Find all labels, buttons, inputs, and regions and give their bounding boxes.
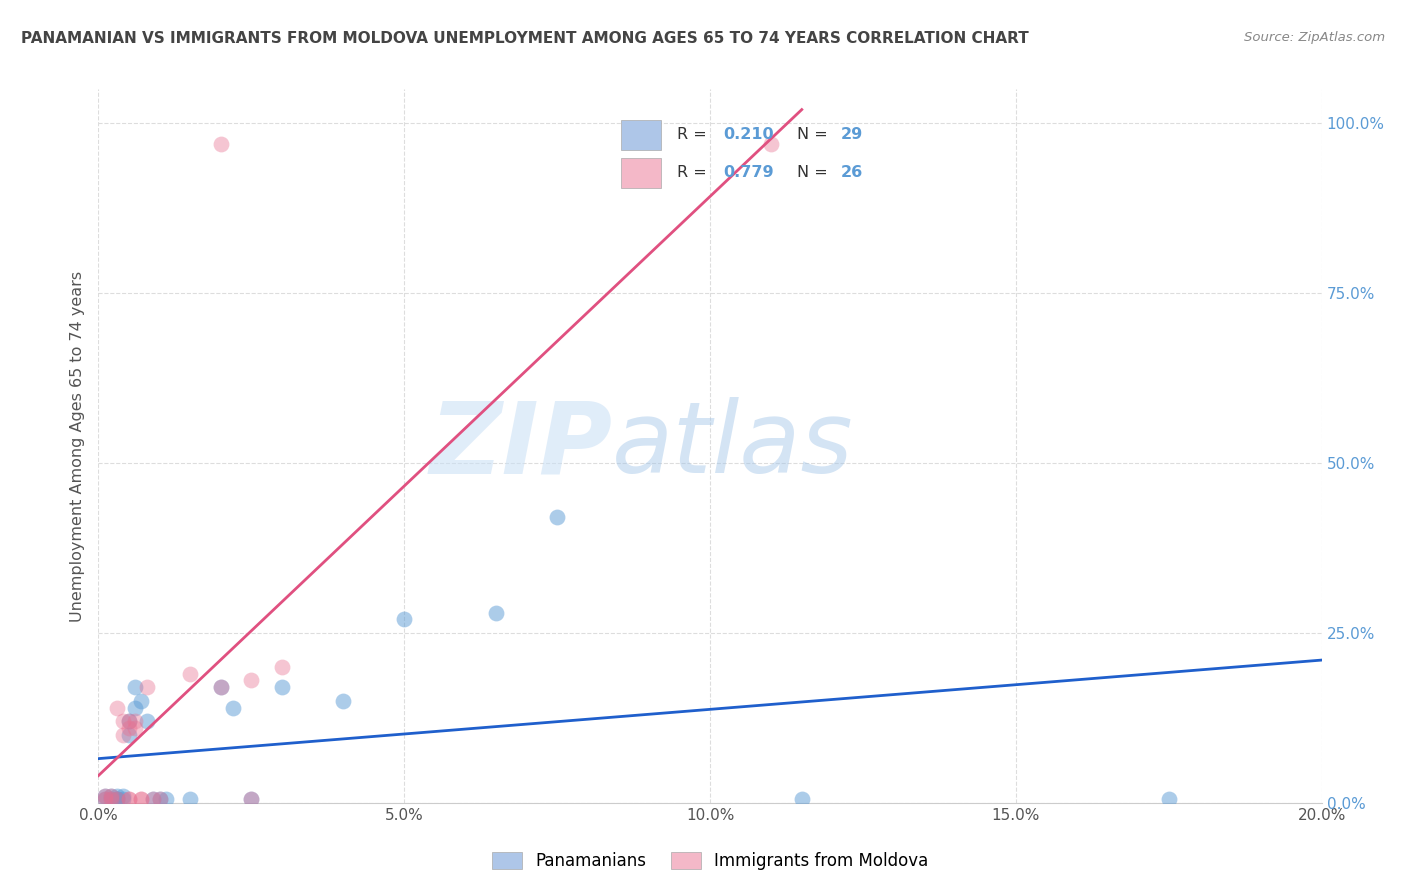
Point — [332, 694, 354, 708]
Point — [93, 789, 115, 803]
Point — [105, 792, 128, 806]
Point — [485, 606, 508, 620]
Point — [149, 792, 172, 806]
Point — [136, 680, 159, 694]
Text: PANAMANIAN VS IMMIGRANTS FROM MOLDOVA UNEMPLOYMENT AMONG AGES 65 TO 74 YEARS COR: PANAMANIAN VS IMMIGRANTS FROM MOLDOVA UN… — [21, 31, 1029, 46]
Point — [546, 510, 568, 524]
Point — [209, 680, 232, 694]
Text: N =: N = — [797, 127, 834, 142]
Point — [118, 792, 141, 806]
Text: 26: 26 — [841, 165, 863, 180]
Point — [179, 792, 201, 806]
FancyBboxPatch shape — [621, 120, 661, 150]
Point — [118, 792, 141, 806]
Point — [100, 789, 122, 803]
Point — [111, 714, 134, 729]
Text: R =: R = — [676, 165, 711, 180]
Legend: Panamanians, Immigrants from Moldova: Panamanians, Immigrants from Moldova — [485, 845, 935, 877]
Point — [100, 792, 122, 806]
Point — [124, 700, 146, 714]
Point — [111, 728, 134, 742]
Point — [240, 673, 263, 688]
Point — [100, 792, 122, 806]
Point — [149, 792, 172, 806]
Text: Source: ZipAtlas.com: Source: ZipAtlas.com — [1244, 31, 1385, 45]
Point — [142, 792, 165, 806]
Point — [136, 714, 159, 729]
Text: 0.210: 0.210 — [723, 127, 773, 142]
Point — [118, 728, 141, 742]
Text: 0.779: 0.779 — [723, 165, 773, 180]
Point — [124, 721, 146, 735]
Point — [93, 792, 115, 806]
Point — [105, 700, 128, 714]
Point — [100, 789, 122, 803]
Point — [118, 721, 141, 735]
Text: 29: 29 — [841, 127, 863, 142]
Point — [270, 680, 292, 694]
Point — [179, 666, 201, 681]
Point — [129, 792, 152, 806]
Point — [93, 792, 115, 806]
Y-axis label: Unemployment Among Ages 65 to 74 years: Unemployment Among Ages 65 to 74 years — [69, 270, 84, 622]
Text: ZIP: ZIP — [429, 398, 612, 494]
Point — [222, 700, 245, 714]
Point — [240, 792, 263, 806]
Text: N =: N = — [797, 165, 834, 180]
Point — [209, 136, 232, 151]
Point — [105, 789, 128, 803]
Point — [105, 792, 128, 806]
Point — [129, 792, 152, 806]
Point — [111, 789, 134, 803]
Point — [759, 136, 782, 151]
Point — [111, 792, 134, 806]
FancyBboxPatch shape — [621, 158, 661, 188]
Point — [1157, 792, 1180, 806]
Point — [270, 660, 292, 674]
Point — [124, 680, 146, 694]
Point — [93, 789, 115, 803]
Point — [155, 792, 177, 806]
Text: R =: R = — [676, 127, 711, 142]
Point — [105, 792, 128, 806]
Point — [118, 714, 141, 729]
Point — [392, 612, 416, 626]
Point — [142, 792, 165, 806]
Point — [118, 714, 141, 729]
Text: atlas: atlas — [612, 398, 853, 494]
Point — [124, 714, 146, 729]
Point — [240, 792, 263, 806]
Point — [209, 680, 232, 694]
Point — [790, 792, 813, 806]
Point — [129, 694, 152, 708]
